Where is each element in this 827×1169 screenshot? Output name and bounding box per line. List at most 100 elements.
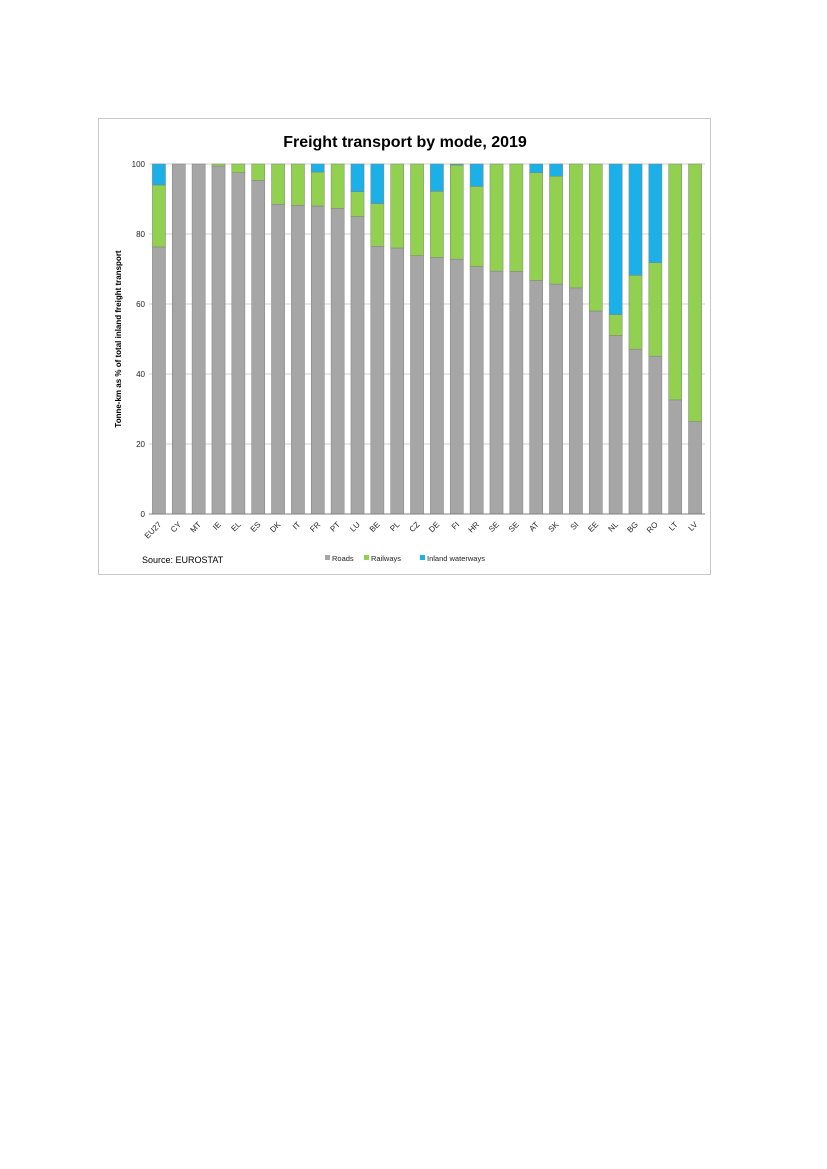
bar-segment	[350, 191, 365, 217]
x-tick-label: MT	[189, 520, 204, 535]
y-tick-label: 60	[136, 300, 145, 309]
y-tick-label: 0	[141, 510, 146, 519]
x-tick-label: PT	[328, 520, 342, 534]
x-tick-label: SI	[569, 520, 581, 532]
bar-segment	[191, 163, 206, 515]
y-tick-labels: 0 20 40 60 80 100	[132, 160, 146, 519]
y-tick-label: 100	[132, 160, 146, 169]
bar-segment	[152, 184, 166, 248]
bar-segment	[628, 348, 643, 515]
bar-segment	[509, 163, 524, 272]
legend-swatch	[420, 555, 425, 560]
bar-segment	[449, 163, 464, 166]
bar-segment	[549, 176, 563, 285]
bar-segment	[449, 164, 464, 260]
bar-segment	[628, 163, 643, 276]
bar-segment	[588, 163, 603, 312]
bar-segment	[668, 399, 683, 515]
x-tick-label: SE	[487, 520, 501, 534]
bar-segment	[489, 163, 504, 272]
bar-segment	[231, 172, 246, 515]
bar-segment	[549, 283, 563, 515]
bar-segment	[668, 163, 683, 401]
x-tick-label: BE	[368, 520, 382, 534]
bar-segment	[430, 163, 444, 192]
bar-segment	[430, 191, 444, 258]
x-tick-label: SE	[507, 520, 521, 534]
bar-segment	[529, 172, 544, 281]
bar-segment	[569, 163, 583, 289]
x-tick-label: SK	[547, 520, 561, 534]
bar-segment	[231, 163, 246, 173]
bar-segment	[628, 275, 643, 350]
bar-segment	[469, 186, 484, 267]
bar-segment	[608, 335, 623, 515]
bar-segment	[251, 163, 266, 181]
bar-segment	[291, 205, 305, 515]
bar-segment	[211, 163, 226, 167]
x-tick-label: FR	[308, 520, 322, 534]
bar-segment	[509, 271, 524, 515]
legend-swatch	[364, 555, 369, 560]
bar-segment	[310, 171, 325, 207]
bar-segment	[370, 246, 385, 515]
x-tick-label: EU27	[143, 520, 164, 541]
bar-segment	[152, 246, 166, 515]
bar-segment	[310, 163, 325, 173]
bar-segment	[330, 163, 345, 209]
legend-label: Inland waterways	[427, 554, 485, 563]
y-axis-label: Tonne-km as % of total inland freight tr…	[114, 250, 123, 428]
y-tick-label: 40	[136, 370, 145, 379]
bar-segment	[410, 163, 424, 256]
bar-segment	[350, 216, 365, 515]
x-tick-label: NL	[606, 520, 620, 534]
bar-segment	[449, 258, 464, 515]
x-tick-label: BG	[625, 520, 640, 535]
bar-segment	[251, 180, 266, 515]
legend: Roads Railways Inland waterways	[325, 554, 485, 563]
bar-segment	[430, 257, 444, 515]
bar-segment	[370, 203, 385, 247]
bar-segment	[469, 266, 484, 515]
bar-segment	[390, 163, 405, 249]
x-tick-labels: EU27 CY MT IE EL ES DK IT FR PT LU BE PL CZ DE FI HR SE SE…	[143, 520, 700, 541]
bar-segment	[648, 262, 663, 357]
bar-segment	[171, 163, 186, 515]
bar-segment	[608, 163, 623, 315]
x-tick-label: EL	[229, 520, 243, 534]
x-tick-label: IE	[211, 520, 223, 532]
chart-svg: Freight transport by mode, 2019 Tonne-km…	[114, 134, 705, 565]
legend-label: Railways	[371, 554, 401, 563]
bar-segment	[330, 208, 345, 515]
legend-swatch	[325, 555, 330, 560]
bar-segment	[529, 163, 544, 173]
x-tick-label: DE	[427, 520, 441, 534]
bar-segment	[469, 163, 484, 187]
x-tick-label: LV	[687, 520, 700, 533]
x-tick-label: LT	[667, 520, 680, 533]
x-tick-label: PL	[388, 520, 402, 534]
bar-segment	[549, 163, 563, 177]
x-tick-label: CY	[169, 520, 184, 535]
x-tick-label: AT	[527, 520, 540, 533]
bar-segment	[569, 287, 583, 515]
x-tick-label: ES	[249, 520, 263, 534]
x-tick-label: FI	[450, 520, 461, 531]
chart-frame: Freight transport by mode, 2019 Tonne-km…	[98, 118, 711, 575]
bar-segment	[271, 204, 285, 515]
bar-segment	[648, 355, 663, 515]
bar-segment	[370, 163, 385, 204]
y-tick-label: 80	[136, 230, 145, 239]
bar-segment	[688, 421, 702, 515]
bars	[152, 163, 702, 515]
x-tick-label: CZ	[408, 520, 422, 534]
bar-segment	[291, 163, 305, 206]
x-tick-label: HR	[467, 520, 482, 535]
x-tick-label: IT	[291, 520, 302, 531]
x-tick-label: RO	[645, 520, 660, 535]
x-tick-label: LU	[348, 520, 362, 534]
bar-segment	[211, 165, 226, 515]
bar-segment	[648, 163, 663, 263]
bar-segment	[608, 314, 623, 336]
legend-label: Roads	[332, 554, 354, 563]
